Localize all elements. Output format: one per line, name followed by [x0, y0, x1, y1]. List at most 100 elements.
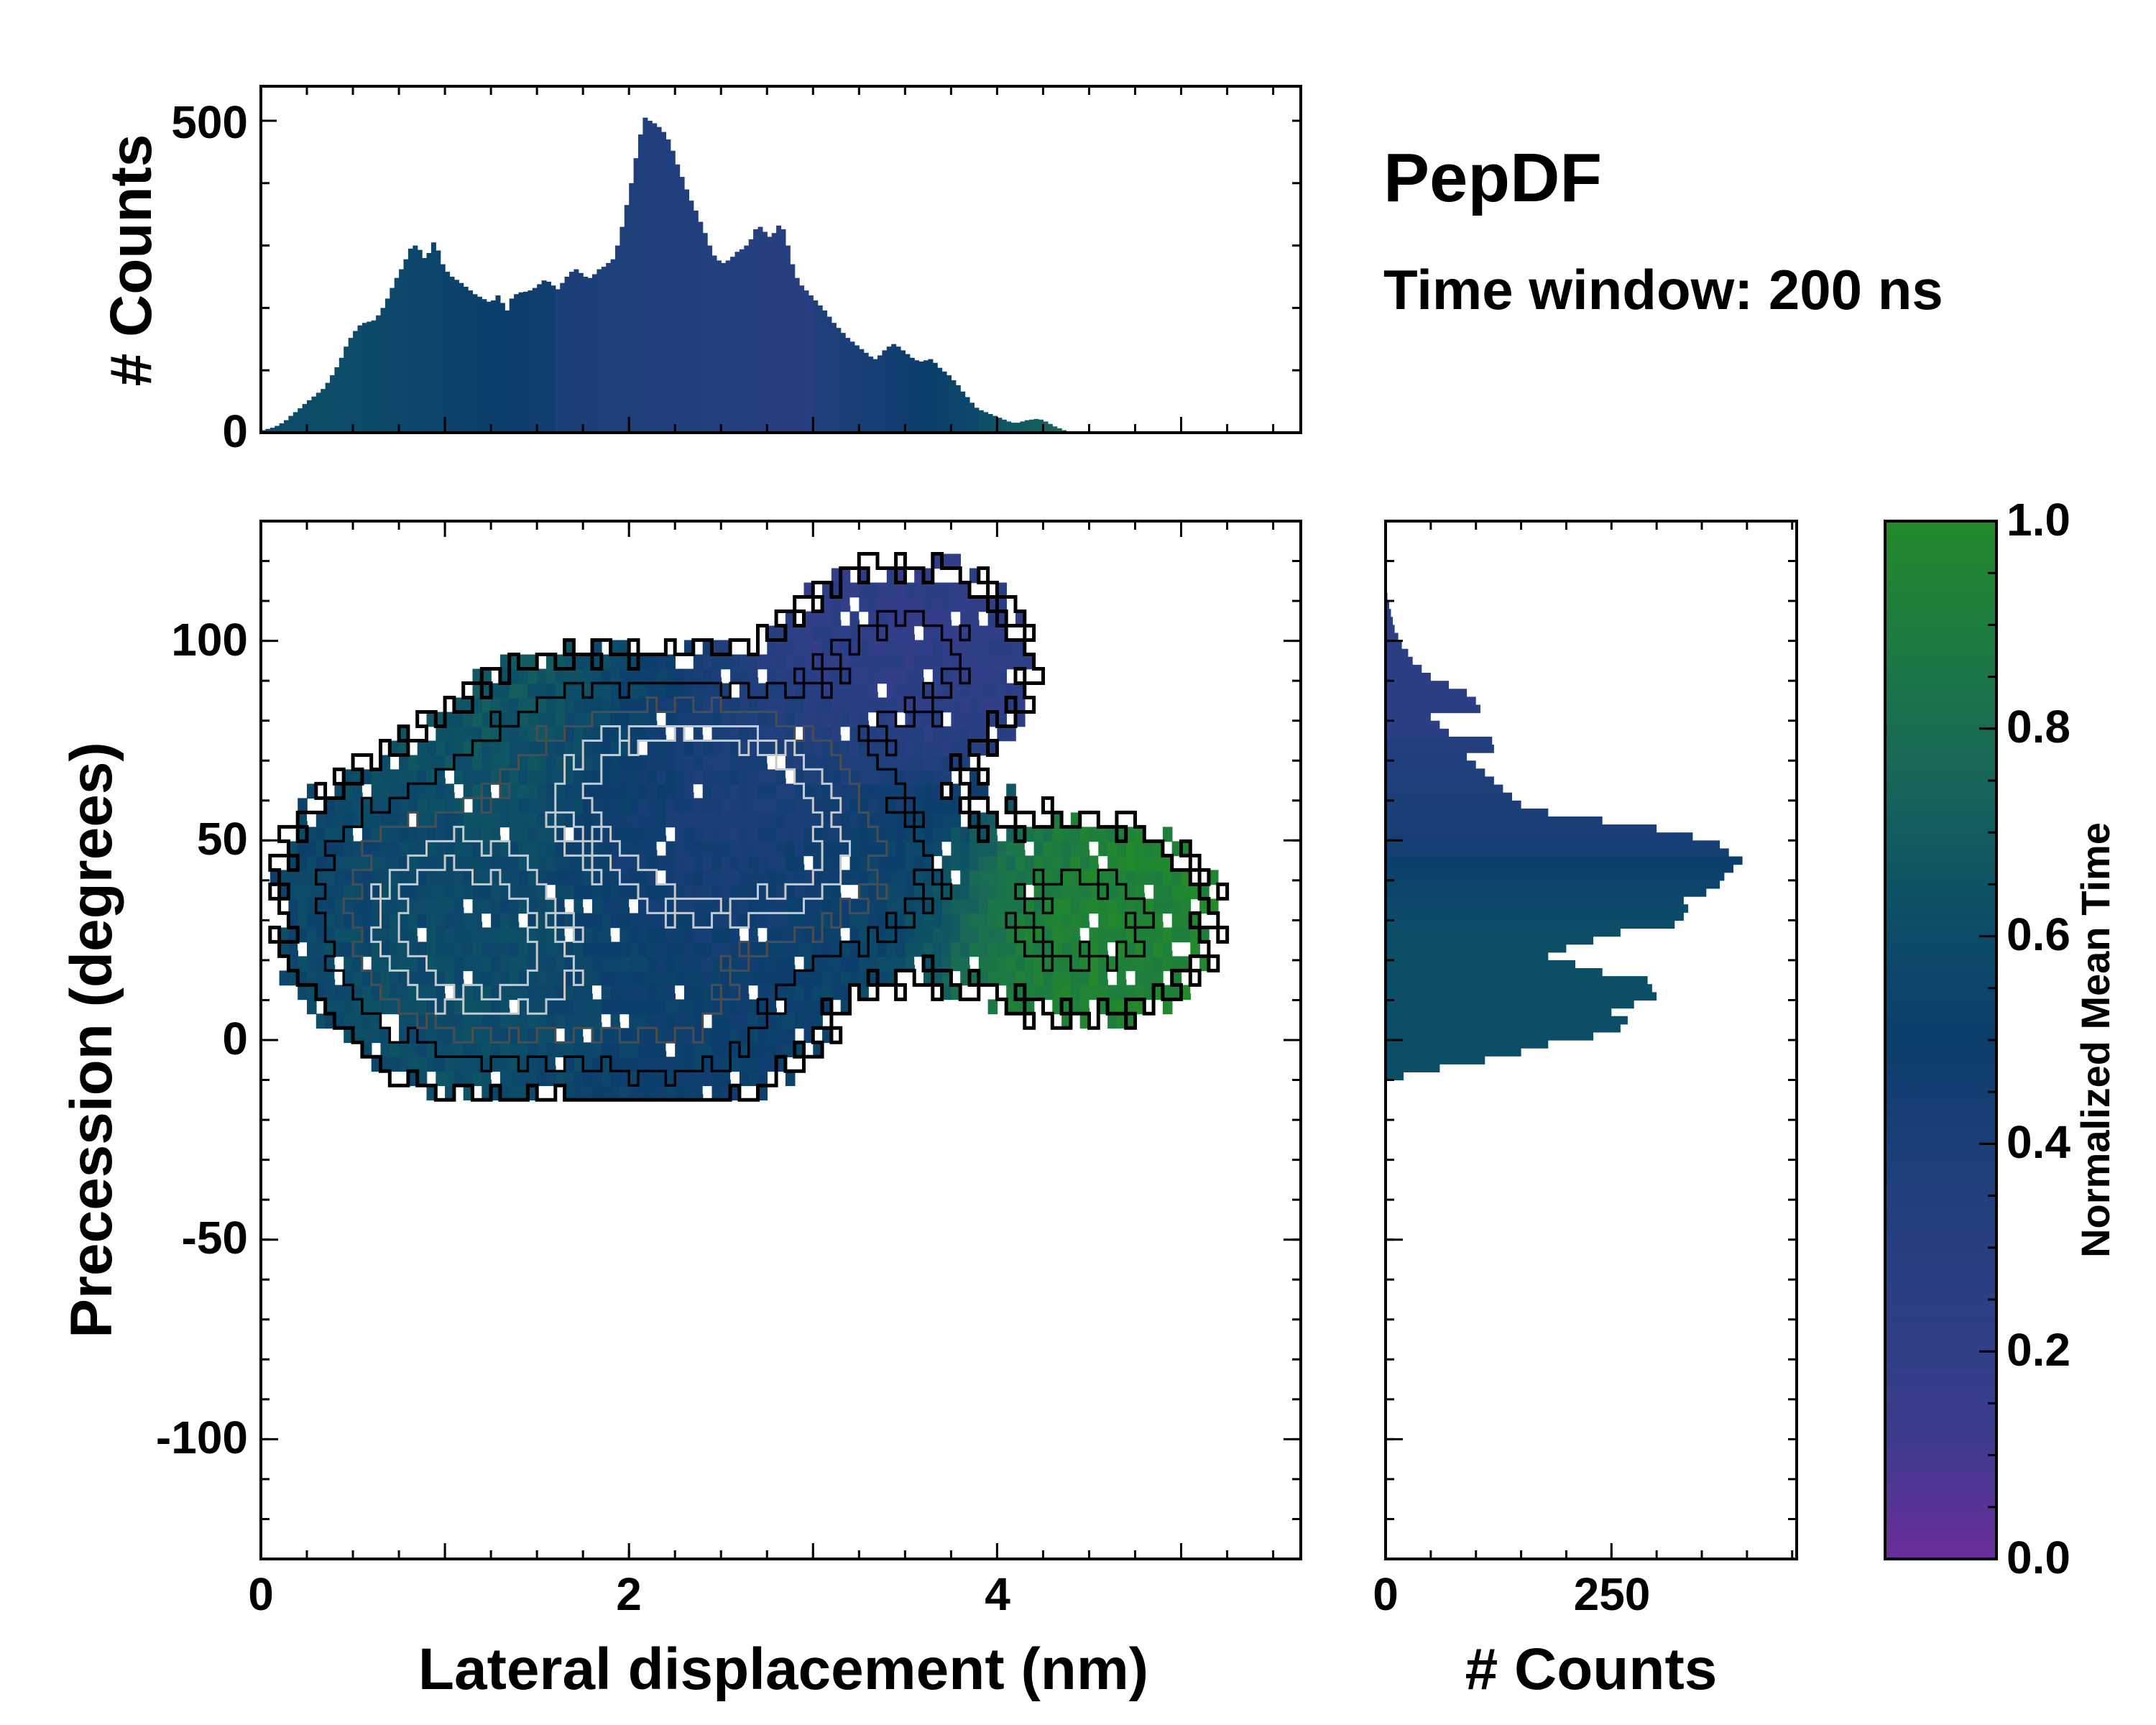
- joint-map-cell: [436, 1057, 446, 1072]
- joint-map-empty-cell: [307, 812, 315, 822]
- joint-map-cell: [748, 697, 759, 713]
- joint-map-cell: [665, 855, 676, 871]
- joint-map-cell: [978, 855, 989, 871]
- joint-map-cell: [794, 927, 805, 943]
- joint-map-cell: [721, 956, 731, 972]
- joint-map-cell: [546, 942, 556, 957]
- joint-map-cell: [638, 755, 648, 770]
- joint-map-cell: [610, 798, 621, 814]
- joint-map-cell: [463, 827, 474, 842]
- top-histogram-bar: [449, 277, 455, 433]
- joint-map-cell: [1043, 855, 1054, 871]
- joint-map-cell: [960, 712, 970, 727]
- joint-map-cell: [491, 985, 501, 1000]
- joint-map-cell: [583, 942, 593, 957]
- joint-map-cell: [960, 683, 970, 699]
- joint-map-cell: [684, 884, 694, 900]
- joint-map-cell: [518, 726, 529, 742]
- joint-map-cell: [583, 827, 593, 842]
- joint-map-cell: [573, 942, 584, 957]
- joint-map-cell: [518, 884, 529, 900]
- joint-map-cell: [361, 898, 372, 914]
- joint-map-cell: [1153, 855, 1164, 871]
- joint-map-cell: [528, 668, 538, 684]
- joint-map-cell: [307, 855, 317, 871]
- joint-map-cell: [849, 827, 860, 842]
- joint-map-cell: [932, 712, 943, 727]
- joint-map-cell: [601, 999, 612, 1015]
- joint-map-cell: [886, 870, 897, 886]
- joint-map-cell: [1006, 927, 1016, 943]
- joint-map-cell: [298, 841, 308, 857]
- joint-map-cell: [407, 798, 418, 814]
- joint-map-cell: [407, 1013, 418, 1029]
- joint-map-cell: [298, 898, 308, 914]
- joint-map-cell: [849, 841, 860, 857]
- top-histogram-bar: [1052, 426, 1058, 433]
- colorbar-tick-label-0.2: 0.2: [2007, 1324, 2070, 1376]
- joint-map-cell: [353, 927, 363, 943]
- joint-map-cell: [785, 956, 796, 972]
- joint-map-cell: [693, 942, 704, 957]
- joint-map-cell: [859, 913, 869, 929]
- joint-map-cell: [426, 1085, 437, 1101]
- joint-map-cell: [914, 683, 924, 699]
- joint-map-cell: [453, 927, 464, 943]
- joint-map-cell: [960, 884, 970, 900]
- top-histogram-bar: [610, 259, 616, 433]
- joint-map-cell: [969, 683, 980, 699]
- joint-map-empty-cell: [1190, 985, 1198, 994]
- joint-map-empty-cell: [509, 999, 517, 1008]
- joint-map-cell: [905, 783, 915, 799]
- joint-map-cell: [1061, 827, 1072, 842]
- joint-map-cell: [491, 712, 501, 727]
- joint-map-cell: [528, 798, 538, 814]
- joint-map-cell: [785, 1013, 796, 1029]
- joint-map-cell: [482, 783, 492, 799]
- joint-map-cell: [923, 927, 934, 943]
- joint-map-cell: [813, 855, 823, 871]
- colorbar-tick-label-0.4: 0.4: [2007, 1116, 2070, 1168]
- top-histogram-bar: [822, 310, 828, 433]
- joint-map-cell: [592, 841, 602, 857]
- joint-map-cell: [840, 942, 851, 957]
- joint-map-cell: [583, 769, 593, 785]
- joint-map-cell: [518, 870, 529, 886]
- joint-map-cell: [721, 640, 731, 656]
- joint-map-cell: [573, 827, 584, 842]
- joint-map-cell: [564, 1057, 575, 1072]
- joint-map-cell: [785, 970, 796, 986]
- joint-map-cell: [453, 769, 464, 785]
- joint-map-cell: [711, 812, 722, 828]
- joint-map-cell: [592, 712, 602, 727]
- joint-map-cell: [987, 683, 998, 699]
- joint-map-cell: [1125, 927, 1136, 943]
- joint-map-cell: [886, 568, 897, 584]
- joint-map-cell: [610, 913, 621, 929]
- top-histogram-bar: [725, 260, 731, 433]
- joint-map-cell: [794, 985, 805, 1000]
- joint-map-cell: [859, 827, 869, 842]
- joint-map-cell: [923, 625, 934, 641]
- joint-map-cell: [675, 769, 685, 785]
- joint-map-cell: [1061, 841, 1072, 857]
- joint-map-cell: [426, 927, 437, 943]
- joint-map-cell: [757, 1085, 768, 1101]
- joint-map-cell: [573, 812, 584, 828]
- joint-map-cell: [803, 697, 814, 713]
- joint-map-cell: [932, 841, 943, 857]
- joint-map-cell: [537, 740, 547, 756]
- joint-map-cell: [564, 683, 575, 699]
- joint-map-ticks: [259, 521, 1301, 1559]
- side-xtick-label-250: 250: [1574, 1568, 1651, 1620]
- joint-map-cell: [499, 884, 510, 900]
- joint-map-cell: [629, 769, 639, 785]
- joint-map-cell: [325, 841, 336, 857]
- joint-map-cell: [334, 798, 344, 814]
- joint-map-cell: [629, 812, 639, 828]
- joint-map-cell: [307, 970, 317, 986]
- joint-map-cell: [895, 783, 906, 799]
- joint-map-cell: [803, 582, 814, 598]
- joint-map-cell: [472, 1071, 483, 1087]
- joint-map-cell: [905, 755, 915, 770]
